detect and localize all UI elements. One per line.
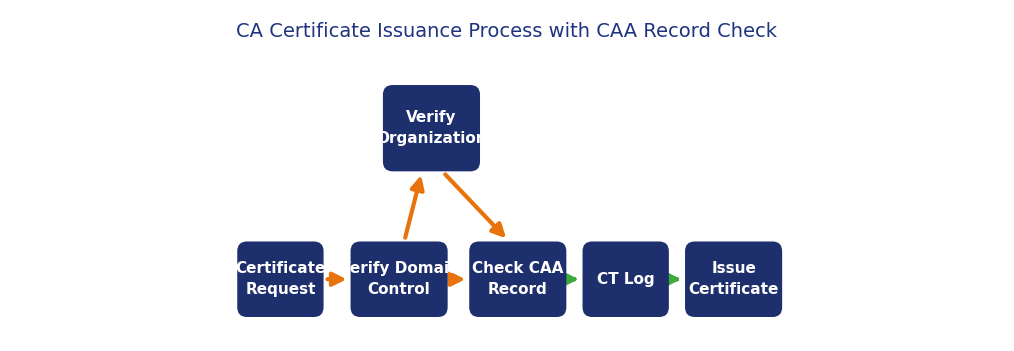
Text: Issue
Certificate: Issue Certificate [689, 261, 779, 297]
Text: Certificate
Request: Certificate Request [235, 261, 325, 297]
FancyBboxPatch shape [383, 85, 480, 171]
FancyBboxPatch shape [351, 241, 447, 317]
Text: CA Certificate Issuance Process with CAA Record Check: CA Certificate Issuance Process with CAA… [236, 22, 778, 41]
FancyBboxPatch shape [685, 241, 782, 317]
FancyBboxPatch shape [469, 241, 567, 317]
FancyBboxPatch shape [582, 241, 669, 317]
Text: CT Log: CT Log [597, 272, 654, 287]
FancyBboxPatch shape [237, 241, 323, 317]
Text: Verify
Organization: Verify Organization [376, 110, 487, 146]
Text: Verify Domain
Control: Verify Domain Control [339, 261, 459, 297]
Text: Check CAA
Record: Check CAA Record [473, 261, 564, 297]
